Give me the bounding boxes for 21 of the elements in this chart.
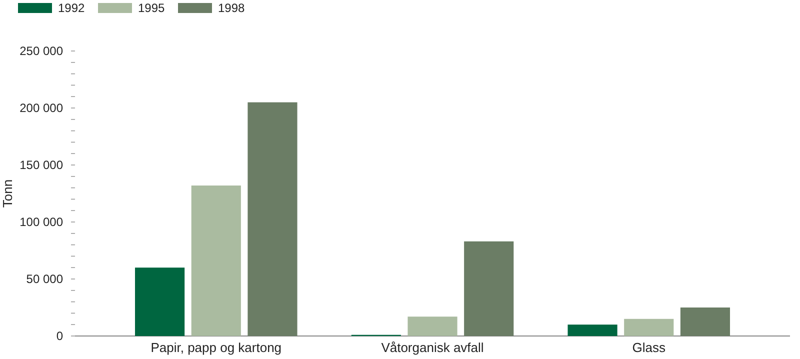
bar <box>568 324 618 336</box>
legend-label: 1998 <box>218 1 246 15</box>
y-tick-label: 150 000 <box>20 158 64 172</box>
y-tick-label: 200 000 <box>20 101 64 116</box>
bar <box>680 308 730 336</box>
y-axis-title: Tonn <box>0 179 15 208</box>
y-tick-label: 100 000 <box>20 215 64 230</box>
bar <box>408 316 458 336</box>
legend-label: 1995 <box>138 1 166 15</box>
y-tick-label: 0 <box>56 329 64 344</box>
y-tick-label: 50 000 <box>26 272 64 286</box>
y-tick-label: 250 000 <box>20 44 64 58</box>
bar <box>191 186 241 336</box>
x-tick-label: Papir, papp og kartong <box>150 340 282 355</box>
bar <box>464 241 514 336</box>
x-tick-label: Glass <box>632 340 666 355</box>
bar <box>624 318 674 336</box>
x-tick-label: Våtorganisk avfall <box>381 340 484 355</box>
bar <box>135 268 185 336</box>
bar <box>248 102 298 336</box>
legend-label: 1992 <box>58 1 86 15</box>
